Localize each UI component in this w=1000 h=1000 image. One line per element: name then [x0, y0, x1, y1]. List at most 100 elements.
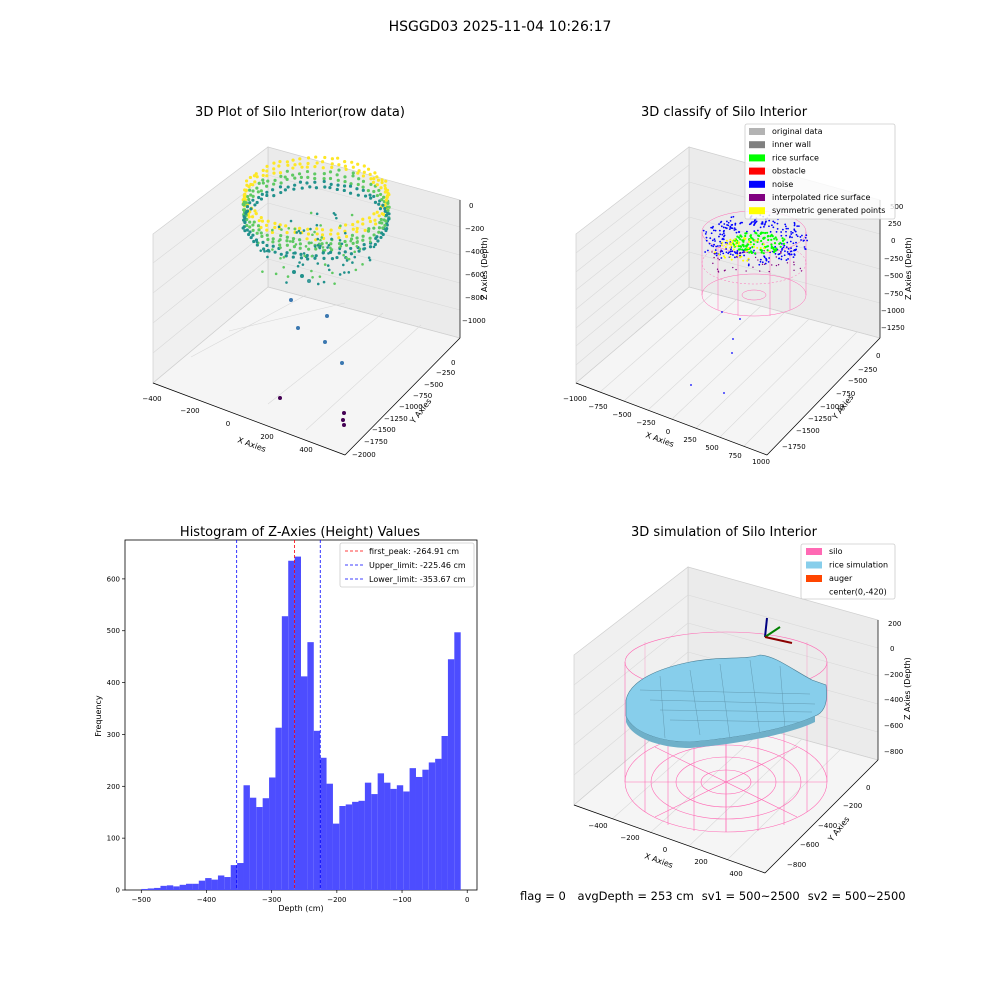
data-point	[300, 165, 304, 169]
data-point	[765, 245, 768, 248]
panel4-origin-axes	[764, 617, 793, 644]
data-point	[705, 231, 708, 233]
data-point	[298, 162, 302, 166]
status-footer: flag = 0 avgDepth = 253 cm sv1 = 500~2500…	[520, 889, 914, 903]
data-point	[734, 256, 736, 259]
data-point	[765, 257, 767, 260]
histogram-bar	[384, 782, 391, 890]
data-point	[749, 238, 752, 241]
data-point	[248, 188, 252, 192]
histogram-bar	[339, 806, 346, 890]
data-point	[328, 250, 333, 254]
data-point	[730, 248, 732, 251]
data-point	[380, 180, 384, 185]
data-point	[361, 217, 365, 221]
panel2-point-cloud	[690, 214, 809, 394]
data-point	[732, 248, 735, 251]
data-point	[335, 216, 338, 220]
tick-label: 200	[694, 858, 707, 866]
data-point	[768, 270, 770, 273]
data-point	[357, 169, 361, 173]
data-point	[781, 228, 784, 231]
data-point	[725, 251, 728, 254]
histogram-bar	[428, 762, 436, 890]
data-point	[763, 247, 766, 250]
data-point	[355, 187, 359, 191]
data-point	[372, 189, 376, 194]
data-point	[347, 271, 351, 274]
data-point	[803, 246, 806, 248]
histogram-bar	[269, 777, 276, 890]
histogram-bar	[377, 773, 385, 890]
data-point	[353, 255, 357, 259]
data-point	[251, 233, 255, 237]
tick-label: 400	[299, 446, 312, 454]
data-point	[356, 162, 360, 166]
histogram-bar	[198, 880, 206, 890]
data-point	[343, 250, 347, 254]
data-point	[285, 160, 289, 164]
tick-label: −1250	[808, 415, 832, 423]
histogram-bar	[160, 885, 167, 890]
data-point	[342, 423, 346, 427]
data-point	[287, 226, 291, 230]
data-point	[249, 235, 253, 240]
data-point	[789, 235, 792, 238]
tick-label: −1000	[563, 395, 587, 403]
data-point	[278, 243, 282, 247]
data-point	[329, 232, 333, 236]
data-point	[328, 170, 333, 174]
data-point	[361, 185, 365, 189]
histogram-bar	[396, 785, 404, 890]
data-point	[313, 172, 317, 176]
data-point	[345, 256, 348, 260]
data-point	[795, 245, 798, 248]
data-point	[744, 234, 747, 238]
data-point	[772, 246, 775, 250]
data-point	[383, 223, 387, 228]
legend-label: auger	[829, 574, 853, 583]
data-point	[372, 212, 376, 216]
sv1-text: sv1 = 500~2500	[701, 889, 800, 903]
data-point	[754, 252, 757, 255]
histogram-bar	[262, 798, 270, 890]
panel4-rice-surface	[625, 654, 827, 748]
legend-label: inner wall	[772, 140, 811, 149]
tick-label: −800	[465, 294, 484, 302]
data-point	[279, 181, 283, 185]
data-point	[243, 229, 247, 233]
data-point	[285, 177, 289, 181]
data-point	[756, 246, 759, 249]
data-point	[343, 271, 346, 274]
data-point	[271, 248, 274, 251]
tick-label: −400	[884, 696, 903, 704]
histogram-legend: first_peak: -264.91 cm Upper_limit: -225.…	[339, 542, 475, 588]
data-point	[372, 194, 376, 199]
panel1-zlabel: Z Axies (Depth)	[480, 237, 489, 300]
data-point	[351, 261, 354, 264]
panel1-y-ticks: 0 −250 −500 −750 −1000 −1250 −1500 −1750…	[352, 359, 455, 459]
data-point	[298, 238, 302, 242]
sv2-text: sv2 = 500~2500	[807, 889, 906, 903]
data-point	[286, 185, 290, 189]
panel4-x-ticks: −400 −200 0 200 400	[588, 822, 742, 878]
data-point	[732, 266, 734, 269]
data-point	[280, 228, 283, 231]
data-point	[786, 251, 789, 253]
data-point	[322, 251, 325, 254]
data-point	[273, 221, 277, 225]
data-point	[761, 263, 764, 266]
data-point	[725, 248, 728, 250]
histogram-vlines	[236, 540, 321, 890]
data-point	[331, 271, 334, 275]
histogram-x-ticks: −500 −400 −300 −200 −100 0	[132, 890, 469, 904]
data-point	[763, 225, 765, 228]
data-point	[310, 241, 313, 245]
data-point	[718, 229, 721, 232]
data-point	[357, 177, 361, 181]
data-point	[712, 262, 714, 265]
data-point	[308, 185, 312, 189]
data-point	[261, 240, 265, 244]
data-point	[320, 228, 325, 232]
data-point	[322, 172, 326, 176]
